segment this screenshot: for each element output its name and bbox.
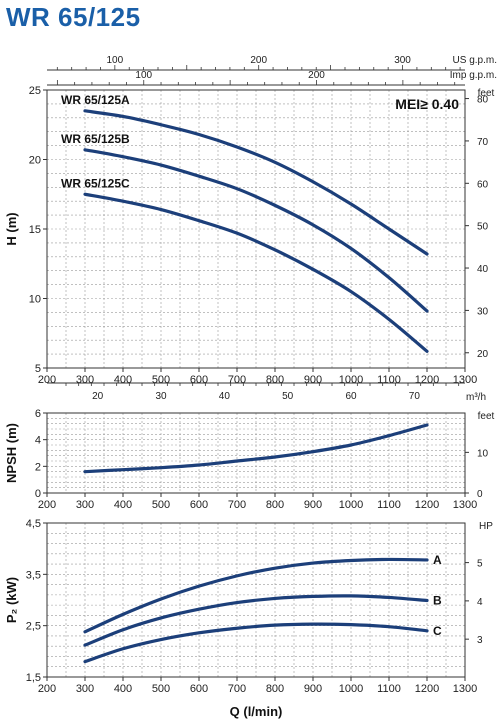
x-tick-label: 1200 (415, 499, 439, 511)
y2-unit-label: HP (479, 521, 493, 532)
series-curve (83, 192, 429, 353)
y2-tick-label: 50 (477, 222, 489, 233)
x-tick-label: 1100 (377, 499, 401, 511)
y2-tick-label: 0 (477, 489, 483, 500)
y2-tick-label: 5 (477, 559, 483, 570)
x-tick-label: 800 (266, 499, 284, 511)
m3h-axis-label: 20 (92, 391, 104, 402)
x-tick-label: 500 (152, 499, 170, 511)
x-tick-label: 1200 (415, 374, 439, 386)
y2-tick-label: 20 (477, 349, 489, 360)
y-tick-label: 4 (35, 435, 41, 447)
x-tick-label: 500 (152, 683, 170, 695)
series-label: WR 65/125A (61, 93, 130, 107)
top-axis-label: 100 (135, 70, 152, 81)
series-curve (83, 622, 429, 664)
x-tick-label: 900 (304, 683, 322, 695)
x-tick-label: 600 (190, 499, 208, 511)
x-tick-label: 800 (266, 683, 284, 695)
x-tick-label: 1100 (377, 683, 401, 695)
x-tick-label: 1300 (453, 374, 477, 386)
mei-annotation: MEI≥ 0.40 (395, 96, 459, 112)
plot-frame (46, 522, 466, 678)
series-label: WR 65/125C (61, 176, 130, 190)
chart-title: WR 65/125 (6, 2, 141, 32)
y2-unit-label: feet (478, 88, 495, 99)
x-tick-label: 1200 (415, 683, 439, 695)
series-curve (83, 109, 429, 256)
x-tick-label: 700 (228, 683, 246, 695)
y-tick-label: 2,5 (26, 621, 41, 633)
y2-tick-label: 4 (477, 597, 483, 608)
y-tick-label: 1,5 (26, 672, 41, 684)
y2-tick-label: 60 (477, 179, 489, 190)
x-tick-label: 1000 (339, 374, 363, 386)
y2-tick-label: 80 (477, 95, 489, 106)
y2-tick-label: 40 (477, 264, 489, 275)
y-tick-label: 20 (29, 155, 41, 167)
x-tick-label: 1000 (339, 683, 363, 695)
m3h-axis-label: 70 (409, 391, 421, 402)
series-label: B (433, 594, 442, 608)
y-tick-label: 3,5 (26, 569, 41, 581)
y-tick-label: 25 (29, 85, 41, 97)
top-axis-unit: US g.p.m. (453, 55, 497, 66)
x-tick-label: 600 (190, 683, 208, 695)
top-axis-label: 200 (250, 55, 267, 66)
x-tick-label: 400 (114, 683, 132, 695)
series-label: A (433, 553, 442, 567)
x-tick-label: 1300 (453, 683, 477, 695)
m3h-axis-label: 40 (219, 391, 231, 402)
series-label: C (433, 624, 442, 638)
y-tick-label: 15 (29, 224, 41, 236)
y2-tick-label: 3 (477, 635, 483, 646)
y-tick-label: 10 (29, 294, 41, 306)
x-tick-label: 300 (76, 499, 94, 511)
m3h-axis-label: 30 (155, 391, 167, 402)
y-tick-label: 6 (35, 408, 41, 420)
x-tick-label: 700 (228, 499, 246, 511)
series-curve (83, 423, 429, 474)
y2-tick-label: 70 (477, 137, 489, 148)
y-tick-label: 5 (35, 363, 41, 375)
y-axis-title: H (m) (4, 212, 19, 245)
m3h-axis-label: 50 (282, 391, 294, 402)
m3h-axis-unit: m³/h (466, 392, 486, 403)
top-axis-label: 100 (107, 55, 124, 66)
head-panel: 200 300 400 500 600 700 800 900 1000 1100 1200 1300… (4, 55, 497, 403)
top-axis-unit: Imp g.p.m. (450, 70, 497, 81)
y-axis-title: P₂ (kW) (4, 577, 19, 623)
power-panel: 200 300 400 500 600 700 800 900 1000 1100 1200 1300… (4, 518, 493, 719)
x-tick-label: 400 (114, 499, 132, 511)
y2-tick-label: 30 (477, 306, 489, 317)
x-tick-label: 200 (38, 683, 56, 695)
series-curve (83, 148, 429, 313)
series-label: WR 65/125B (61, 132, 130, 146)
x-tick-label: 300 (76, 683, 94, 695)
series-curve (83, 557, 429, 634)
x-tick-label: 200 (38, 374, 56, 386)
plot-frame (46, 412, 466, 494)
x-tick-label: 900 (304, 499, 322, 511)
x-tick-label: 1000 (339, 499, 363, 511)
y2-tick-label: 10 (477, 448, 489, 459)
y-tick-label: 4,5 (26, 518, 41, 530)
top-axis-label: 300 (394, 55, 411, 66)
y-tick-label: 2 (35, 461, 41, 473)
y-tick-label: 0 (35, 488, 41, 500)
top-axis-label: 200 (308, 70, 325, 81)
npsh-panel: 200 300 400 500 600 700 800 900 1000 1100 1200 1300… (4, 408, 495, 511)
x-tick-label: 1300 (453, 499, 477, 511)
x-tick-label: 1100 (377, 374, 401, 386)
m3h-axis-label: 60 (345, 391, 357, 402)
y-axis-title: NPSH (m) (4, 423, 19, 483)
series-curve (83, 594, 429, 647)
x-axis-title: Q (l/min) (230, 704, 283, 719)
y2-unit-label: feet (478, 411, 495, 422)
x-tick-label: 200 (38, 499, 56, 511)
